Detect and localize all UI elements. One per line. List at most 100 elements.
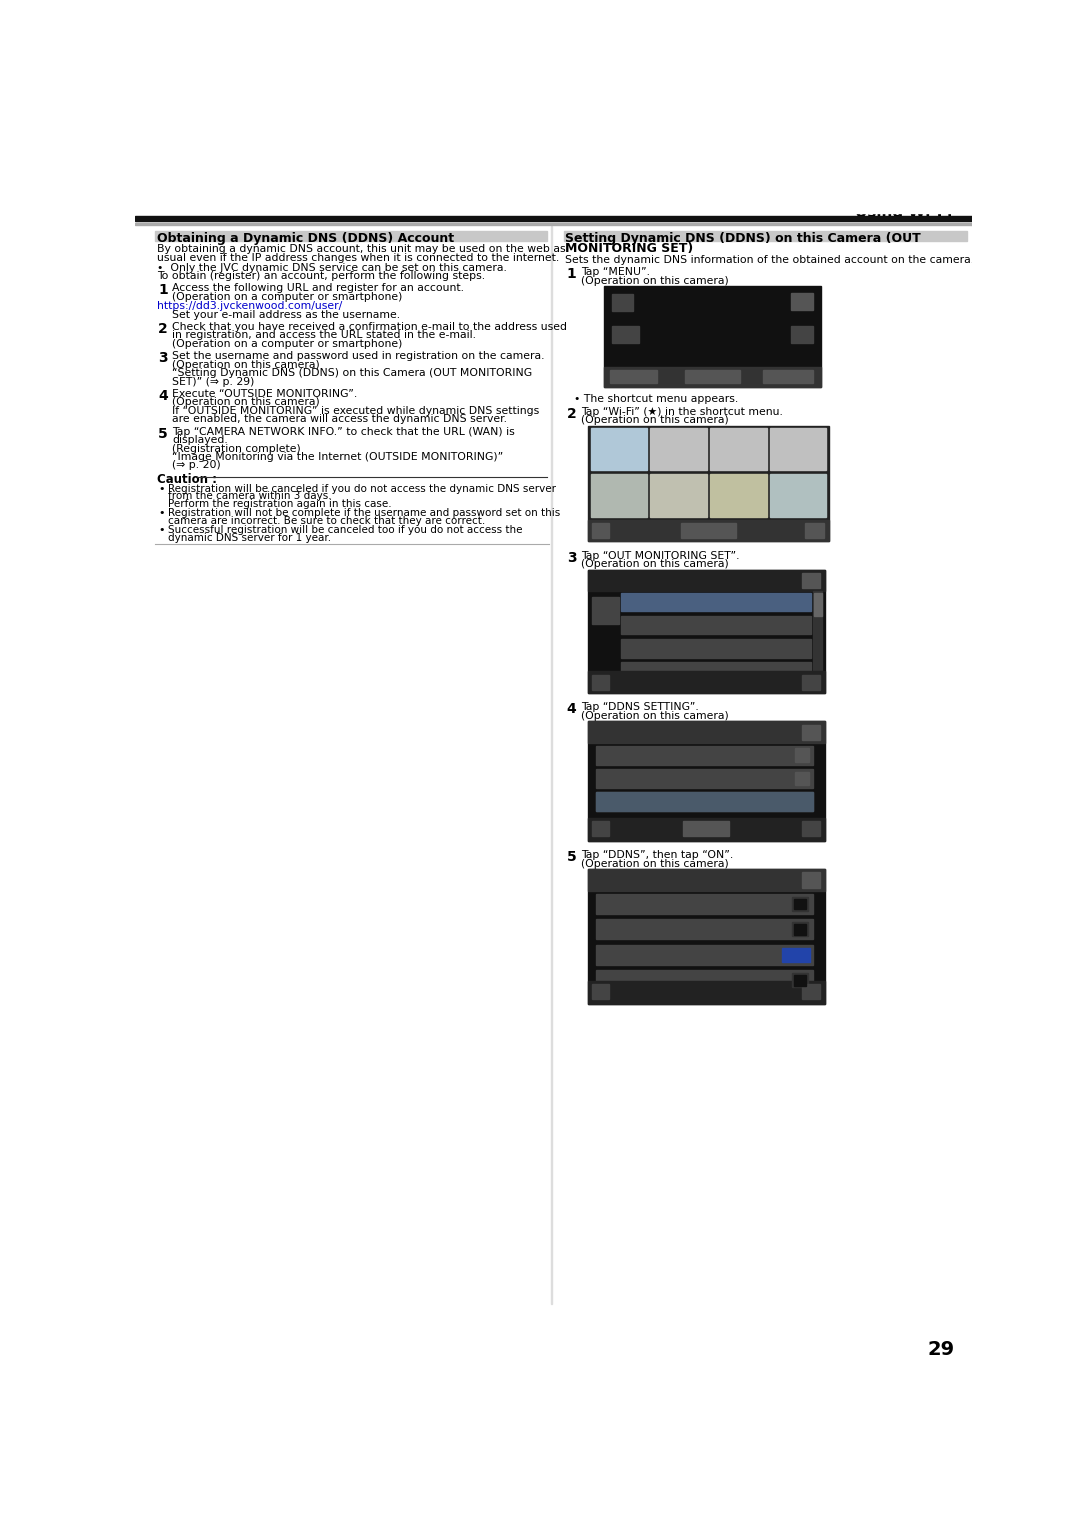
Bar (770, 428, 826, 470)
Text: (Operation on this camera): (Operation on this camera) (172, 397, 320, 408)
Text: ↵: ↵ (806, 988, 816, 1002)
Bar (683, 822, 729, 837)
Text: X: X (807, 576, 815, 585)
Bar (596, 747, 813, 765)
Text: displayed.: displayed. (172, 435, 228, 444)
Bar (621, 640, 811, 658)
Bar (792, 327, 813, 344)
Bar (591, 475, 647, 516)
Text: 5: 5 (159, 426, 168, 441)
Text: 4: 4 (567, 702, 577, 716)
Text: USERNAME: USERNAME (603, 898, 665, 907)
Text: “Setting Dynamic DNS (DDNS) on this Camera (OUT MONITORING: “Setting Dynamic DNS (DDNS) on this Came… (172, 368, 532, 379)
Text: are enabled, the camera will access the dynamic DNS server.: are enabled, the camera will access the … (172, 414, 508, 425)
Text: ❙❙  REC: ❙❙ REC (691, 374, 733, 385)
Bar (589, 570, 825, 693)
Text: ████ █████ ██: ████ █████ ██ (629, 643, 724, 652)
Text: •  Only the JVC dynamic DNS service can be set on this camera.: • Only the JVC dynamic DNS service can b… (157, 263, 507, 272)
Text: DDNS: DDNS (603, 948, 635, 959)
Bar (621, 615, 811, 634)
Text: By obtaining a dynamic DNS account, this unit may be used on the web as: By obtaining a dynamic DNS account, this… (157, 244, 565, 253)
Text: ■: ■ (612, 295, 623, 305)
Text: To obtain (register) an account, perform the following steps.: To obtain (register) an account, perform… (157, 270, 485, 281)
Text: Tap “Wi-Fi” (★) in the shortcut menu.: Tap “Wi-Fi” (★) in the shortcut menu. (581, 406, 783, 417)
Bar (596, 793, 813, 811)
Bar (794, 974, 806, 985)
Text: camera are incorrect. Be sure to check that they are correct.: camera are incorrect. Be sure to check t… (167, 516, 485, 525)
Text: MENU: MENU (773, 374, 802, 385)
Bar (589, 426, 828, 541)
Bar (650, 475, 707, 516)
Text: X: X (807, 728, 815, 738)
Text: 1: 1 (159, 284, 168, 298)
Text: ■: ■ (609, 484, 627, 502)
Bar (801, 983, 820, 1000)
Bar (156, 231, 548, 241)
Bar (806, 522, 824, 538)
Text: PASSWORD: PASSWORD (603, 924, 666, 933)
Text: •: • (159, 484, 165, 493)
Bar (589, 721, 825, 841)
Bar (596, 893, 813, 915)
Text: ╱: ╱ (732, 484, 744, 505)
Bar (589, 672, 825, 693)
Text: Tap “MENU”.: Tap “MENU”. (581, 267, 650, 278)
Text: Tap “OUT MONITORING SET”.: Tap “OUT MONITORING SET”. (581, 551, 739, 560)
Bar (611, 327, 638, 344)
Text: ON: ON (788, 950, 805, 959)
Text: usual even if the IP address changes when it is connected to the internet.: usual even if the IP address changes whe… (157, 252, 559, 263)
Bar (801, 872, 820, 887)
Text: Tap “CAMERA NETWORK INFO.” to check that the URL (WAN) is: Tap “CAMERA NETWORK INFO.” to check that… (172, 426, 515, 437)
Bar (592, 675, 609, 690)
Text: OUT MONITORING SET: OUT MONITORING SET (629, 596, 745, 606)
Text: Execute “OUTSIDE MONITORING”.: Execute “OUTSIDE MONITORING”. (172, 389, 357, 399)
Text: ↵: ↵ (806, 680, 816, 692)
Text: Setting Dynamic DNS (DDNS) on this Camera (OUT: Setting Dynamic DNS (DDNS) on this Camer… (565, 232, 921, 244)
Text: OUT MONITORING SET: OUT MONITORING SET (644, 725, 769, 736)
Text: (Operation on this camera): (Operation on this camera) (581, 415, 728, 425)
Bar (793, 973, 808, 986)
Bar (589, 869, 825, 890)
Bar (592, 522, 609, 538)
Text: https://dd3.jvckenwood.com/user/: https://dd3.jvckenwood.com/user/ (157, 301, 342, 312)
Text: ◔: ◔ (789, 440, 806, 458)
Text: 3: 3 (159, 351, 167, 365)
Text: ████ █████ ██: ████ █████ ██ (603, 750, 697, 759)
Bar (801, 675, 820, 690)
Text: Sets the dynamic DNS information of the obtained account on the camera.: Sets the dynamic DNS information of the … (565, 255, 974, 264)
Text: D: D (797, 328, 808, 342)
Text: ?: ? (598, 527, 604, 538)
Text: (⇒ p. 20): (⇒ p. 20) (172, 461, 221, 470)
Text: dynamic DNS server for 1 year.: dynamic DNS server for 1 year. (167, 533, 330, 542)
Bar (592, 597, 619, 623)
Bar (135, 215, 972, 221)
Text: •: • (159, 508, 165, 518)
Bar (596, 793, 813, 811)
Text: M: M (796, 295, 809, 308)
Text: ?: ? (598, 680, 604, 689)
Text: 1: 1 (567, 267, 577, 281)
Bar (604, 287, 821, 386)
Text: 2: 2 (159, 322, 168, 336)
Bar (564, 231, 967, 241)
Text: DOMAIN NAME: DOMAIN NAME (603, 974, 685, 983)
Text: ■: ■ (788, 484, 807, 502)
Text: Registration will be canceled if you do not access the dynamic DNS server: Registration will be canceled if you do … (167, 484, 555, 493)
Text: Caution :: Caution : (157, 473, 217, 486)
Bar (596, 919, 813, 939)
Bar (589, 570, 825, 591)
Bar (650, 428, 707, 470)
Text: X: X (807, 875, 815, 886)
Text: WT: WT (612, 327, 630, 337)
Text: ?: ? (598, 826, 604, 835)
Bar (135, 183, 972, 212)
Bar (710, 428, 767, 470)
Bar (596, 970, 813, 989)
Bar (621, 592, 811, 611)
Text: Tap “DDNS”, then tap “ON”.: Tap “DDNS”, then tap “ON”. (581, 851, 733, 860)
Bar (710, 475, 767, 516)
Bar (596, 770, 813, 788)
Bar (770, 475, 826, 516)
Text: ★: ★ (609, 440, 629, 460)
Text: ████ █████ ██: ████ █████ ██ (629, 618, 724, 629)
